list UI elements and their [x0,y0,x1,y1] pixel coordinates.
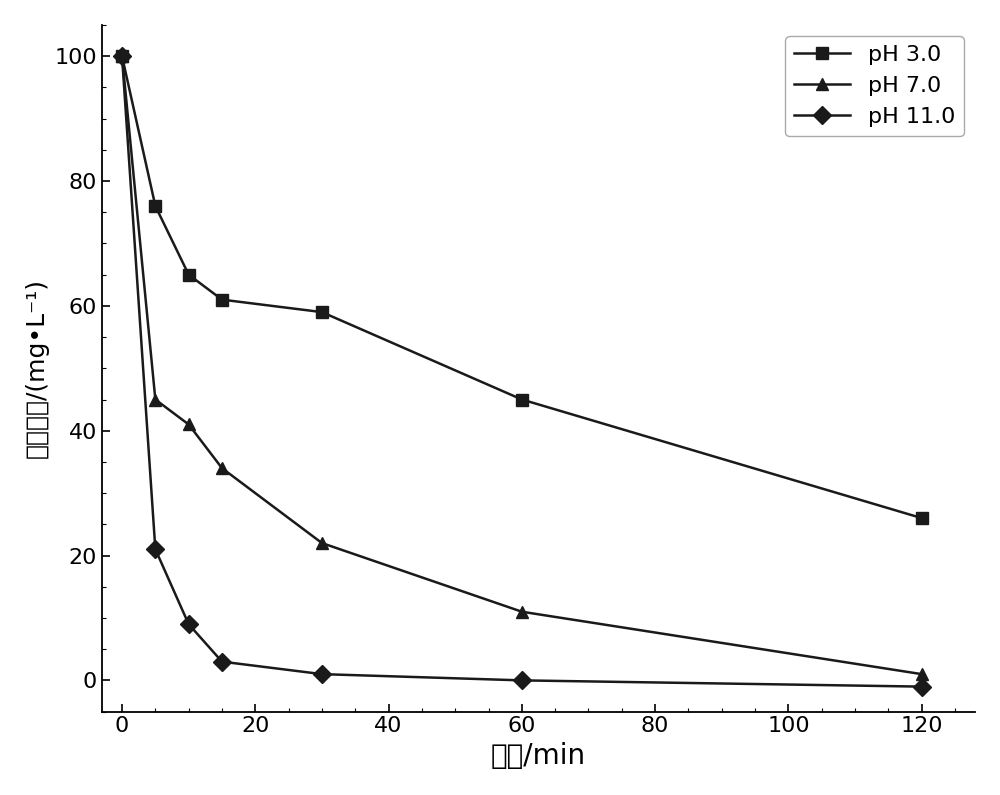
pH 11.0 [316,669,328,679]
pH 11.0 [183,619,195,629]
pH 7.0 [516,607,528,616]
Legend: pH 3.0, pH 7.0, pH 11.0: pH 3.0, pH 7.0, pH 11.0 [785,36,964,136]
pH 7.0 [149,395,161,405]
pH 3.0 [116,52,128,61]
X-axis label: 时间/min: 时间/min [491,742,586,770]
Y-axis label: 苯酵浓度/(mg•L⁻¹): 苯酵浓度/(mg•L⁻¹) [25,278,49,458]
pH 11.0 [116,52,128,61]
pH 7.0 [216,463,228,473]
pH 11.0 [149,545,161,554]
pH 3.0 [149,201,161,211]
pH 3.0 [916,514,928,523]
Line: pH 7.0: pH 7.0 [116,50,928,681]
pH 7.0 [916,669,928,679]
pH 7.0 [316,538,328,548]
pH 7.0 [116,52,128,61]
pH 3.0 [516,395,528,405]
pH 11.0 [916,682,928,692]
pH 3.0 [316,308,328,317]
pH 3.0 [216,295,228,304]
pH 11.0 [216,657,228,666]
Line: pH 11.0: pH 11.0 [116,50,928,693]
Line: pH 3.0: pH 3.0 [116,50,928,525]
pH 7.0 [183,420,195,429]
pH 11.0 [516,676,528,685]
pH 3.0 [183,270,195,279]
